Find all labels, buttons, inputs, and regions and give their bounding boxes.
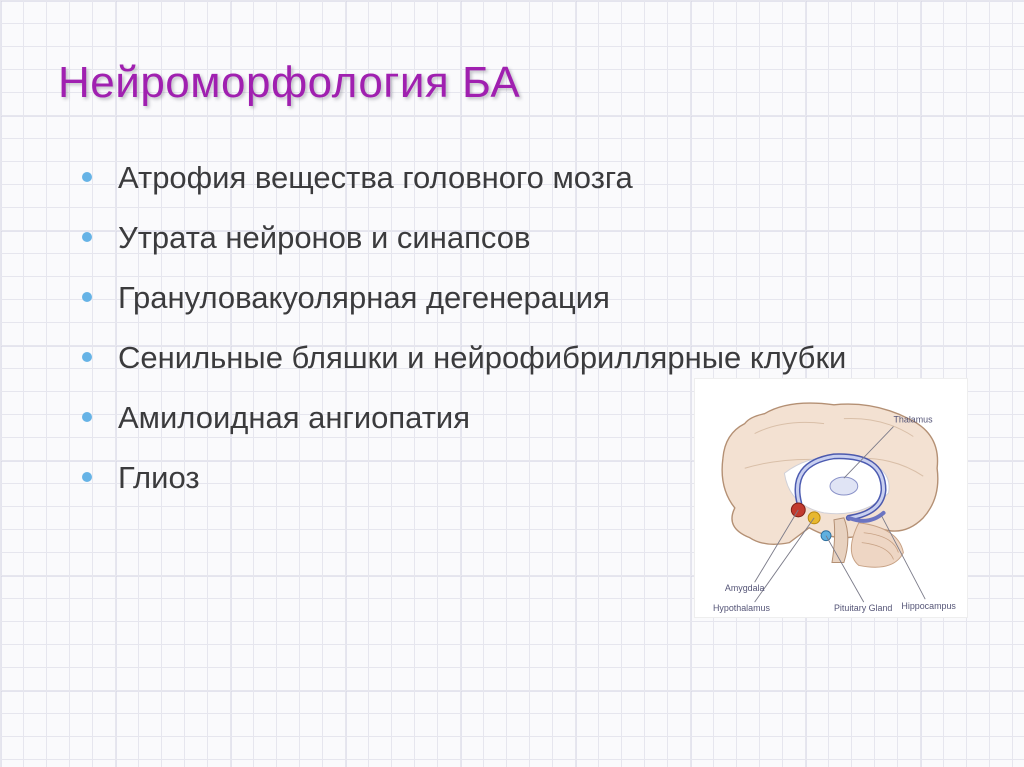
- label-hippocampus: Hippocampus: [901, 601, 956, 611]
- label-thalamus: Thalamus: [893, 415, 933, 425]
- hypothalamus-icon: [808, 512, 820, 524]
- label-hypothalamus: Hypothalamus: [713, 603, 770, 613]
- brain-svg: Thalamus Amygdala Hypothalamus Pituitary…: [695, 379, 967, 617]
- list-item: Атрофия вещества головного мозга: [82, 154, 972, 202]
- brain-diagram: Thalamus Amygdala Hypothalamus Pituitary…: [694, 378, 968, 618]
- label-pituitary: Pituitary Gland: [834, 603, 892, 613]
- list-item: Утрата нейронов и синапсов: [82, 214, 972, 262]
- list-item: Грануловакуолярная дегенерация: [82, 274, 972, 322]
- slide: Нейроморфология БА Атрофия вещества голо…: [0, 0, 1024, 767]
- slide-title: Нейроморфология БА: [58, 58, 972, 108]
- thalamus-icon: [830, 477, 858, 495]
- list-item: Сенильные бляшки и нейрофибриллярные клу…: [82, 334, 972, 382]
- pituitary-icon: [821, 531, 831, 541]
- brainstem-icon: [832, 518, 848, 563]
- label-amygdala: Amygdala: [725, 583, 765, 593]
